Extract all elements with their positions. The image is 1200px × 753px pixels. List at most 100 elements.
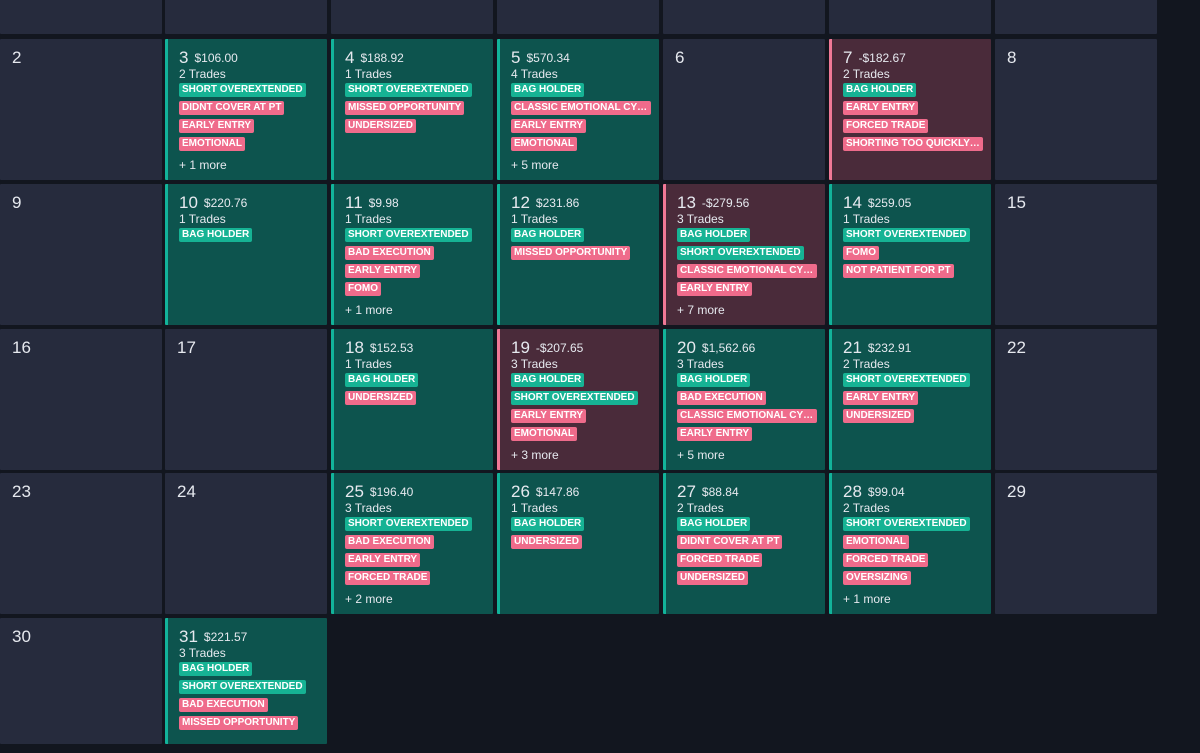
calendar-day-cell[interactable]: 15	[995, 184, 1157, 325]
more-tags-link[interactable]: + 1 more	[179, 158, 227, 172]
calendar-day-cell[interactable]: 24	[165, 473, 327, 614]
more-tags-link[interactable]: + 3 more	[511, 448, 559, 462]
day-number: 13	[677, 193, 696, 212]
tag-mistake[interactable]: UNDERSIZED	[843, 409, 915, 423]
calendar-day-cell[interactable]: 31 $221.57 3 Trades BAG HOLDER SHORT OVEREXT…	[165, 618, 327, 744]
calendar-day-cell[interactable]: 27 $88.84 2 Trades BAG HOLDER DIDNT COVER AT…	[663, 473, 825, 614]
tag-good[interactable]: SHORT OVEREXTENDED	[843, 373, 970, 387]
tag-mistake[interactable]: CLASSIC EMOTIONAL CYCLE	[677, 409, 817, 423]
tag-mistake[interactable]: EARLY ENTRY	[511, 409, 587, 423]
more-tags-link[interactable]: + 7 more	[677, 303, 725, 317]
tag-mistake[interactable]: OVERSIZING	[843, 571, 911, 585]
calendar-day-cell[interactable]: 26 $147.86 1 Trades BAG HOLDER UNDERSIZED	[497, 473, 659, 614]
tag-mistake[interactable]: UNDERSIZED	[345, 391, 417, 405]
calendar-day-cell[interactable]: 8	[995, 39, 1157, 180]
tag-mistake[interactable]: EARLY ENTRY	[179, 119, 255, 133]
tag-good[interactable]: BAG HOLDER	[843, 83, 917, 97]
more-tags-link[interactable]: + 2 more	[345, 592, 393, 606]
tag-mistake[interactable]: BAD EXECUTION	[179, 698, 268, 712]
tag-good[interactable]: SHORT OVEREXTENDED	[179, 83, 306, 97]
calendar-day-cell[interactable]: 25 $196.40 3 Trades SHORT OVEREXTENDED BAD E…	[331, 473, 493, 614]
more-tags-link[interactable]: + 1 more	[843, 592, 891, 606]
tag-mistake[interactable]: EARLY ENTRY	[345, 264, 421, 278]
tag-good[interactable]: BAG HOLDER	[345, 373, 419, 387]
tag-good[interactable]: SHORT OVEREXTENDED	[843, 228, 970, 242]
more-tags-link[interactable]: + 5 more	[677, 448, 725, 462]
tag-mistake[interactable]: FORCED TRADE	[843, 553, 929, 567]
tag-mistake[interactable]: EMOTIONAL	[511, 427, 577, 441]
tag-mistake[interactable]: EARLY ENTRY	[843, 101, 919, 115]
tag-good[interactable]: SHORT OVEREXTENDED	[677, 246, 804, 260]
calendar-day-cell[interactable]: 19 -$207.65 3 Trades BAG HOLDER SHORT OVEREX…	[497, 329, 659, 470]
calendar-day-cell[interactable]: 29	[995, 473, 1157, 614]
tag-mistake[interactable]: UNDERSIZED	[677, 571, 749, 585]
tag-good[interactable]: SHORT OVEREXTENDED	[179, 680, 306, 694]
tag-mistake[interactable]: UNDERSIZED	[345, 119, 417, 133]
tag-mistake[interactable]: DIDNT COVER AT PT	[179, 101, 285, 115]
tag-good[interactable]: BAG HOLDER	[677, 517, 751, 531]
tag-good[interactable]: BAG HOLDER	[511, 517, 585, 531]
tag-good[interactable]: BAG HOLDER	[179, 662, 253, 676]
tag-mistake[interactable]: EMOTIONAL	[179, 137, 245, 151]
tag-mistake[interactable]: FORCED TRADE	[677, 553, 763, 567]
calendar-day-cell[interactable]: 7 -$182.67 2 Trades BAG HOLDER EARLY ENTRY FO…	[829, 39, 991, 180]
tag-mistake[interactable]: CLASSIC EMOTIONAL CYCLE	[511, 101, 651, 115]
tag-mistake[interactable]: NOT PATIENT FOR PT	[843, 264, 954, 278]
tag-good[interactable]: BAG HOLDER	[179, 228, 253, 242]
tag-mistake[interactable]: MISSED OPPORTUNITY	[511, 246, 631, 260]
calendar-day-cell[interactable]: 4 $188.92 1 Trades SHORT OVEREXTENDED MISSED…	[331, 39, 493, 180]
tag-mistake[interactable]: FORCED TRADE	[345, 571, 431, 585]
calendar-day-cell[interactable]: 28 $99.04 2 Trades SHORT OVEREXTENDED EMOTIO…	[829, 473, 991, 614]
tag-mistake[interactable]: FOMO	[345, 282, 381, 296]
tag-mistake[interactable]: DIDNT COVER AT PT	[677, 535, 783, 549]
tag-good[interactable]: BAG HOLDER	[677, 373, 751, 387]
calendar-day-cell[interactable]: 6	[663, 39, 825, 180]
tag-mistake[interactable]: MISSED OPPORTUNITY	[345, 101, 465, 115]
calendar-day-cell[interactable]: 21 $232.91 2 Trades SHORT OVEREXTENDED EARLY…	[829, 329, 991, 470]
calendar-day-cell[interactable]: 30	[0, 618, 162, 744]
calendar-day-cell[interactable]: 2	[0, 39, 162, 180]
calendar-day-cell[interactable]: 16	[0, 329, 162, 470]
tag-good[interactable]: BAG HOLDER	[511, 83, 585, 97]
tag-mistake[interactable]: UNDERSIZED	[511, 535, 583, 549]
calendar-day-cell[interactable]: 13 -$279.56 3 Trades BAG HOLDER SHORT OVEREX…	[663, 184, 825, 325]
tag-good[interactable]: SHORT OVEREXTENDED	[345, 228, 472, 242]
tag-mistake[interactable]: MISSED OPPORTUNITY	[179, 716, 299, 730]
calendar-day-cell[interactable]: 11 $9.98 1 Trades SHORT OVEREXTENDED BAD EXE…	[331, 184, 493, 325]
tag-good[interactable]: SHORT OVEREXTENDED	[345, 517, 472, 531]
more-tags-link[interactable]: + 1 more	[345, 303, 393, 317]
tag-mistake[interactable]: EARLY ENTRY	[677, 282, 753, 296]
tag-mistake[interactable]: CLASSIC EMOTIONAL CYCLE	[677, 264, 817, 278]
calendar-day-cell[interactable]: 23	[0, 473, 162, 614]
tag-mistake[interactable]: BAD EXECUTION	[345, 535, 434, 549]
tag-good[interactable]: SHORT OVEREXTENDED	[511, 391, 638, 405]
calendar-day-cell[interactable]: 20 $1,562.66 3 Trades BAG HOLDER BAD EXECUTI…	[663, 329, 825, 470]
tag-mistake[interactable]: EARLY ENTRY	[843, 391, 919, 405]
tag-mistake[interactable]: EARLY ENTRY	[345, 553, 421, 567]
tag-mistake[interactable]: BAD EXECUTION	[677, 391, 766, 405]
tag-mistake[interactable]: BAD EXECUTION	[345, 246, 434, 260]
calendar-day-cell[interactable]: 18 $152.53 1 Trades BAG HOLDER UNDERSIZED	[331, 329, 493, 470]
calendar-day-cell[interactable]: 14 $259.05 1 Trades SHORT OVEREXTENDED FOMO N…	[829, 184, 991, 325]
tag-good[interactable]: SHORT OVEREXTENDED	[843, 517, 970, 531]
tag-mistake[interactable]: SHORTING TOO QUICKLY ...	[843, 137, 983, 151]
tag-good[interactable]: SHORT OVEREXTENDED	[345, 83, 472, 97]
calendar-day-cell[interactable]: 10 $220.76 1 Trades BAG HOLDER	[165, 184, 327, 325]
calendar-day-cell[interactable]: 3 $106.00 2 Trades SHORT OVEREXTENDED DIDNT …	[165, 39, 327, 180]
tag-mistake[interactable]: EMOTIONAL	[511, 137, 577, 151]
tag-mistake[interactable]: FOMO	[843, 246, 879, 260]
calendar-day-cell[interactable]: 12 $231.86 1 Trades BAG HOLDER MISSED OPPORT…	[497, 184, 659, 325]
tag-good[interactable]: BAG HOLDER	[511, 373, 585, 387]
tag-mistake[interactable]: FORCED TRADE	[843, 119, 929, 133]
tag-mistake[interactable]: EMOTIONAL	[843, 535, 909, 549]
tag-good[interactable]: BAG HOLDER	[511, 228, 585, 242]
calendar-day-cell[interactable]: 22	[995, 329, 1157, 470]
more-tags-link[interactable]: + 5 more	[511, 158, 559, 172]
calendar-day-cell[interactable]: 9	[0, 184, 162, 325]
tag-good[interactable]: BAG HOLDER	[677, 228, 751, 242]
calendar-day-cell[interactable]: 5 $570.34 4 Trades BAG HOLDER CLASSIC EMOTIO…	[497, 39, 659, 180]
tag-mistake[interactable]: EARLY ENTRY	[677, 427, 753, 441]
day-pnl: $231.86	[535, 196, 580, 210]
tag-mistake[interactable]: EARLY ENTRY	[511, 119, 587, 133]
calendar-day-cell[interactable]: 17	[165, 329, 327, 470]
